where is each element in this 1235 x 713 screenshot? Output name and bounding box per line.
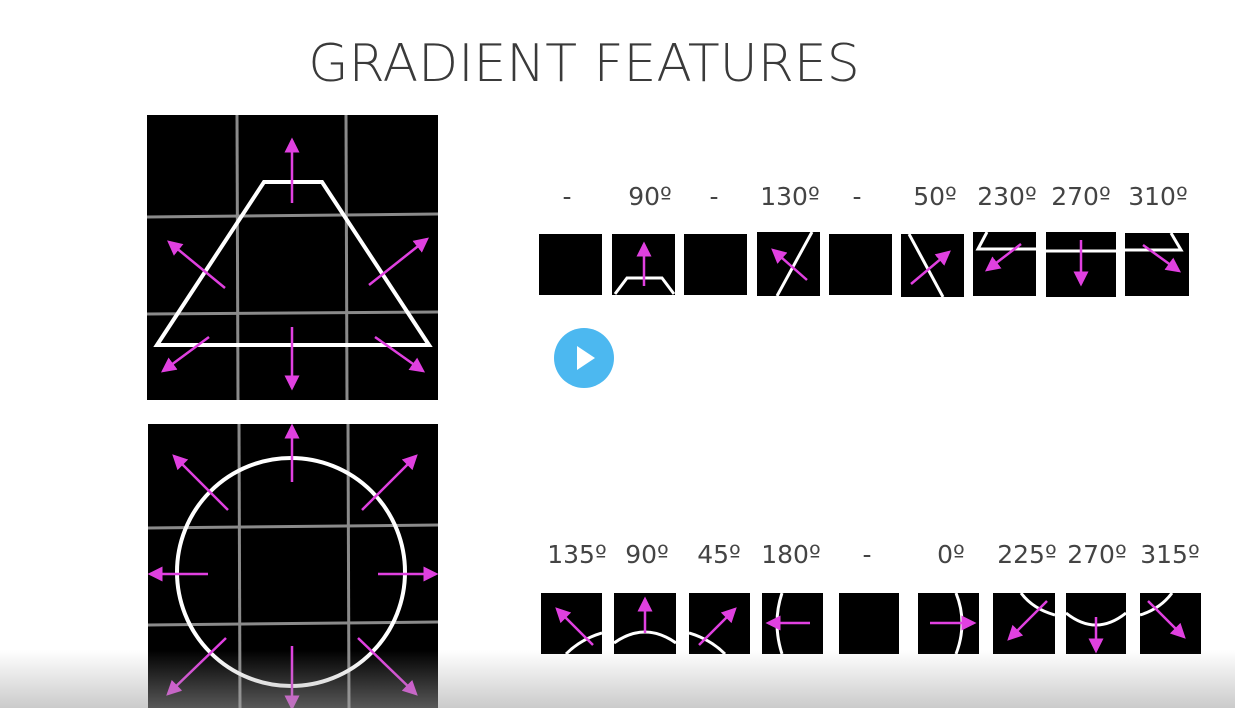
row1-label-6: 50º bbox=[913, 182, 957, 211]
row1-cell-7 bbox=[973, 232, 1036, 296]
row1-label-2: 90º bbox=[628, 182, 672, 211]
row1-cell-5 bbox=[829, 234, 892, 295]
row1-cell-2 bbox=[612, 234, 675, 295]
circle-bottom-right-cell bbox=[1140, 593, 1186, 639]
circle-top-right-cell bbox=[689, 607, 737, 654]
trapezoid-bottom-left-cell bbox=[975, 232, 1036, 272]
row2-label-9: 315º bbox=[1140, 540, 1200, 569]
row2-label-6: 0º bbox=[937, 540, 965, 569]
trapezoid-top-edge-cell bbox=[613, 241, 675, 295]
row1-cell-8 bbox=[1046, 232, 1116, 297]
trapezoid-gradient-panel bbox=[146, 114, 439, 401]
row2-cell-3 bbox=[689, 593, 750, 654]
row2-cell-8 bbox=[1066, 593, 1126, 654]
circle-gradient-diagram bbox=[147, 423, 439, 711]
trapezoid-bottom-right-cell bbox=[1125, 233, 1184, 273]
row1-label-8: 270º bbox=[1051, 182, 1111, 211]
row2-cell-6 bbox=[918, 593, 979, 654]
circle-left-cell bbox=[765, 593, 810, 654]
row1-label-5: - bbox=[852, 182, 862, 211]
circle-bottom-cell bbox=[1066, 611, 1126, 654]
row1-label-1: - bbox=[562, 182, 572, 211]
row1-cell-3 bbox=[684, 234, 747, 295]
row2-label-7: 225º bbox=[997, 540, 1057, 569]
circle-bottom-left-cell bbox=[1007, 593, 1055, 641]
row1-label-7: 230º bbox=[977, 182, 1037, 211]
row2-label-3: 45º bbox=[697, 540, 741, 569]
row2-label-2: 90º bbox=[625, 540, 669, 569]
circle-top-cell bbox=[614, 596, 676, 645]
circle-top-left-cell bbox=[555, 607, 602, 654]
row1-cell-9 bbox=[1125, 233, 1189, 296]
row2-cell-1 bbox=[541, 593, 602, 654]
circle-gradient-panel bbox=[147, 423, 439, 711]
row1-cell-6 bbox=[901, 234, 964, 297]
row2-cell-2 bbox=[614, 593, 676, 654]
play-icon bbox=[577, 346, 595, 370]
trapezoid-bottom-cell bbox=[1046, 240, 1116, 287]
circle-right-cell bbox=[930, 593, 977, 654]
row1-cell-4 bbox=[757, 232, 820, 296]
row2-cell-5 bbox=[839, 593, 899, 654]
slide-title: GRADIENT FEATURES bbox=[308, 34, 860, 94]
row1-label-9: 310º bbox=[1128, 182, 1188, 211]
row2-label-4: 180º bbox=[761, 540, 821, 569]
trapezoid-gradient-diagram bbox=[146, 114, 439, 401]
row2-label-5: - bbox=[862, 540, 872, 569]
play-button[interactable] bbox=[554, 328, 614, 388]
row2-label-1: 135º bbox=[547, 540, 607, 569]
row2-cell-7 bbox=[993, 593, 1055, 654]
trapezoid-right-edge-cell bbox=[907, 234, 951, 297]
trapezoid-left-edge-cell bbox=[771, 232, 814, 296]
row1-label-4: 130º bbox=[760, 182, 820, 211]
row1-cell-1 bbox=[539, 234, 602, 295]
row1-label-3: - bbox=[709, 182, 719, 211]
row2-cell-9 bbox=[1140, 593, 1201, 654]
row2-label-8: 270º bbox=[1067, 540, 1127, 569]
row2-cell-4 bbox=[762, 593, 823, 654]
